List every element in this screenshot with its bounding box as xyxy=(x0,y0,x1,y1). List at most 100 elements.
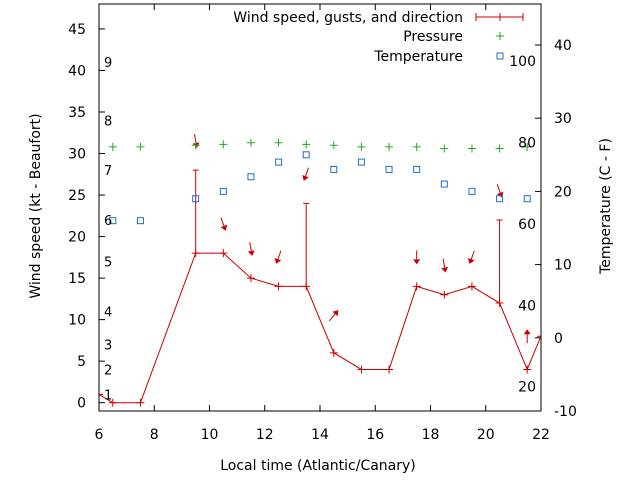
pressure-point xyxy=(329,141,338,150)
temperature-point xyxy=(357,158,365,166)
legend-symbol-temperature xyxy=(496,52,504,60)
beaufort-label: 5 xyxy=(104,255,112,270)
arrow-shaft xyxy=(277,250,282,261)
y-right-tick-label: 30 xyxy=(554,111,572,127)
y-right-tick-label: -10 xyxy=(554,404,577,420)
pressure-point xyxy=(440,144,449,153)
temperature-point xyxy=(496,195,504,203)
wind-point xyxy=(412,282,421,291)
arrow-head xyxy=(247,250,255,256)
wind-gust-bar xyxy=(496,219,503,304)
temperature-point xyxy=(275,158,283,166)
temperature-point xyxy=(302,151,310,159)
pressure-point xyxy=(274,138,283,147)
y-left-tick-label: 10 xyxy=(68,313,86,329)
fahrenheit-label: 40 xyxy=(518,298,536,314)
arrow-head xyxy=(523,329,531,335)
wind-point xyxy=(219,249,228,258)
y-left-tick-label: 40 xyxy=(68,63,86,79)
temperature-point xyxy=(136,217,144,225)
pressure-point xyxy=(412,142,421,151)
legend-label-pressure: Pressure xyxy=(403,29,463,45)
y-right-tick-label: 10 xyxy=(554,258,572,274)
y-left-tick-label: 35 xyxy=(68,105,86,121)
tick-labels: 6 8 10 12 14 16 18 20 22051015202530354045-10010… xyxy=(68,22,577,443)
y-right-tick-label: 20 xyxy=(554,184,572,200)
temperature-point xyxy=(219,187,227,195)
temperature-point xyxy=(440,180,448,188)
y-left-tick-label: 15 xyxy=(68,271,86,287)
wind-direction-arrow xyxy=(413,250,421,265)
y-axis-label-right: Temperature (C - F) xyxy=(598,138,614,275)
x-tick-label: 12 xyxy=(256,427,274,443)
temperature-point xyxy=(192,195,200,203)
pressure-point xyxy=(357,142,366,151)
beaufort-label: 8 xyxy=(104,114,112,129)
temperature-point xyxy=(109,217,117,225)
pressure-point xyxy=(219,140,228,149)
wind-point xyxy=(467,282,476,291)
arrow-shaft xyxy=(304,167,310,178)
pressure-point xyxy=(191,141,200,150)
y-left-tick-label: 30 xyxy=(68,147,86,163)
wind-speed-line xyxy=(99,252,541,404)
wind-point xyxy=(108,398,117,407)
pressure-point xyxy=(246,138,255,147)
arrow-head xyxy=(467,258,475,264)
wind-direction-arrow xyxy=(274,250,282,264)
pressure-point xyxy=(302,140,311,149)
y-axis-label-left: Wind speed (kt - Beaufort) xyxy=(28,113,44,298)
wind-gust-bar xyxy=(192,169,199,254)
arrow-head xyxy=(220,224,228,231)
y-left-tick-label: 45 xyxy=(68,22,86,38)
fahrenheit-label: 20 xyxy=(518,380,536,396)
arrow-head xyxy=(441,267,449,273)
x-tick-label: 20 xyxy=(477,427,495,443)
temperature-point xyxy=(385,165,393,173)
data-series xyxy=(99,134,541,407)
legend-label-temperature: Temperature xyxy=(373,49,463,65)
y-right-tick-label: 40 xyxy=(554,38,572,54)
y-right-tick-label: 0 xyxy=(554,331,563,347)
y-left-tick-label: 20 xyxy=(68,230,86,246)
wind-direction-arrow xyxy=(467,250,475,264)
arrow-shaft xyxy=(496,184,502,194)
arrow-head xyxy=(413,259,421,265)
plot-frame xyxy=(98,3,542,412)
wind-direction-arrow xyxy=(220,217,228,231)
wind-point xyxy=(274,282,283,291)
temperature-point xyxy=(413,165,421,173)
x-axis-label: Local time (Atlantic/Canary) xyxy=(220,458,416,474)
temperature-point xyxy=(468,187,476,195)
arrow-shaft xyxy=(249,242,252,253)
arrow-head xyxy=(302,174,309,181)
wind-point xyxy=(385,365,394,374)
wind-direction-arrow xyxy=(441,258,449,273)
wind-point xyxy=(357,365,366,374)
pressure-point xyxy=(495,144,504,153)
temperature-point xyxy=(330,165,338,173)
beaufort-label: 1 xyxy=(104,388,112,403)
beaufort-label: 9 xyxy=(104,56,112,71)
pressure-point xyxy=(108,142,117,151)
pressure-point xyxy=(523,142,532,151)
beaufort-label: 7 xyxy=(104,164,112,179)
wind-series xyxy=(99,169,541,407)
x-tick-label: 10 xyxy=(201,427,219,443)
pressure-point xyxy=(467,144,476,153)
x-tick-label: 6 xyxy=(95,427,104,443)
wind-direction-arrow xyxy=(496,184,504,198)
wind-point xyxy=(99,390,103,399)
y-left-tick-label: 25 xyxy=(68,188,86,204)
arrow-head xyxy=(274,258,282,264)
pressure-point xyxy=(385,142,394,151)
pressure-point xyxy=(136,142,145,151)
beaufort-label: 3 xyxy=(104,339,112,354)
legend: Wind speed, gusts, and direction Pressur… xyxy=(233,10,524,65)
x-tick-label: 22 xyxy=(532,427,550,443)
y-left-tick-label: 0 xyxy=(77,396,86,412)
wind-point xyxy=(537,332,541,341)
wind-direction-arrow xyxy=(523,329,531,344)
tick-marks xyxy=(98,4,542,412)
wind-direction-arrow xyxy=(302,167,310,181)
